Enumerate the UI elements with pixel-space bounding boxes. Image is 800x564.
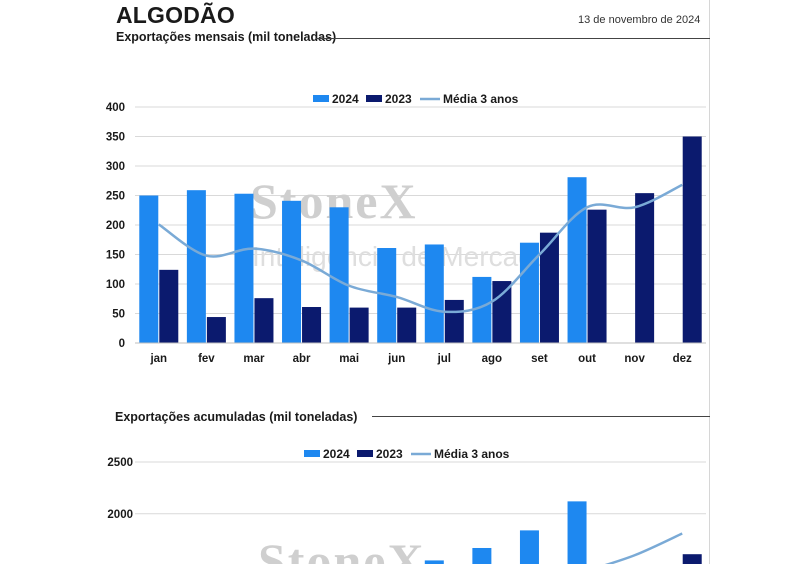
page-title: ALGODÃO bbox=[116, 2, 235, 28]
chart1-bar-2023 bbox=[397, 307, 417, 343]
chart1-ytick-label: 150 bbox=[106, 250, 125, 262]
chart1-xtick-label: jul bbox=[437, 353, 451, 365]
chart1-ytick-label: 350 bbox=[106, 132, 125, 144]
chart2-legend-label-2024: 2024 bbox=[323, 447, 350, 461]
chart1-bar-2024 bbox=[282, 200, 302, 343]
chart1-title: Exportações mensais (mil toneladas) bbox=[116, 30, 337, 44]
chart1-bar-2023 bbox=[349, 307, 369, 343]
chart2-bar-2024 bbox=[472, 547, 492, 564]
chart1-bar-2023 bbox=[254, 298, 274, 343]
chart2-bar-2023 bbox=[682, 554, 702, 564]
chart1-xtick-label: set bbox=[531, 353, 548, 365]
chart1-legend-label-2023: 2023 bbox=[385, 92, 412, 106]
chart1-bar-2024 bbox=[234, 193, 254, 343]
chart1-ytick-label: 50 bbox=[112, 309, 125, 321]
chart1-ytick-label: 400 bbox=[106, 102, 125, 114]
chart2-bar-2024 bbox=[567, 501, 587, 564]
chart1-line-Média-3-anos bbox=[158, 183, 683, 314]
chart1-bar-2023 bbox=[302, 307, 322, 343]
chart2-title: Exportações acumuladas (mil toneladas) bbox=[115, 410, 358, 424]
chart1-bar-2024 bbox=[519, 242, 539, 343]
chart1-xtick-label: mar bbox=[243, 353, 265, 365]
chart1-bar-2023 bbox=[159, 269, 179, 343]
report-date: 13 de novembro de 2024 bbox=[578, 14, 701, 26]
chart1-ytick-label: 300 bbox=[106, 161, 125, 173]
chart1-title-rule bbox=[316, 38, 710, 39]
chart1-xtick-label: nov bbox=[624, 353, 645, 365]
chart2-title-rule bbox=[372, 416, 710, 417]
chart2-line-Média-3-anos bbox=[604, 532, 683, 564]
chart1-legend-swatch-2023 bbox=[366, 95, 382, 102]
chart1-bar-2024 bbox=[186, 190, 206, 343]
chart1-bar-2023 bbox=[206, 317, 226, 343]
chart2-legend-label-2023: 2023 bbox=[376, 447, 403, 461]
chart1-xtick-label: jun bbox=[387, 353, 405, 365]
chart1-bar-2024 bbox=[139, 195, 159, 343]
chart1-legend-swatch-2024 bbox=[313, 95, 329, 102]
chart1-watermark-tagline: Inteligência de Mercado bbox=[252, 241, 549, 272]
chart1-bar-2024 bbox=[329, 207, 349, 343]
chart2-legend-label-avg: Média 3 anos bbox=[434, 447, 510, 461]
chart1-ytick-label: 200 bbox=[106, 220, 125, 232]
chart2-legend-swatch-2024 bbox=[304, 450, 320, 457]
chart1-bar-2023 bbox=[587, 209, 607, 343]
chart1-xtick-label: ago bbox=[482, 353, 502, 365]
chart1-xtick-label: out bbox=[578, 353, 596, 365]
chart2-watermark-logo: StoneX bbox=[258, 533, 426, 564]
chart1-xtick-label: jan bbox=[149, 353, 167, 365]
page-edge bbox=[709, 0, 710, 564]
chart1-bar-2023 bbox=[682, 136, 702, 343]
chart1-bar-2023 bbox=[539, 232, 559, 343]
chart1-ytick-label: 100 bbox=[106, 279, 125, 291]
chart1-ytick-label: 0 bbox=[119, 338, 125, 350]
chart1-legend-label-2024: 2024 bbox=[332, 92, 359, 106]
chart1-bar-2024 bbox=[472, 276, 492, 343]
chart2-ytick-label: 2500 bbox=[107, 457, 133, 469]
chart2-bar-2024 bbox=[519, 530, 539, 564]
monthly-exports-chart: 050100150200250300350400StoneXInteligênc… bbox=[106, 92, 706, 365]
chart1-bar-2024 bbox=[424, 244, 444, 343]
chart1-xtick-label: fev bbox=[198, 353, 215, 365]
chart1-legend-label-avg: Média 3 anos bbox=[443, 92, 519, 106]
chart2-bar-2024 bbox=[424, 560, 444, 564]
chart1-xtick-label: dez bbox=[673, 353, 692, 365]
chart1-ytick-label: 250 bbox=[106, 191, 125, 203]
chart1-xtick-label: mai bbox=[339, 353, 359, 365]
chart1-bar-2023 bbox=[635, 193, 655, 343]
chart2-ytick-label: 2000 bbox=[107, 509, 133, 521]
chart2-legend-swatch-2023 bbox=[357, 450, 373, 457]
chart1-xtick-label: abr bbox=[293, 353, 311, 365]
